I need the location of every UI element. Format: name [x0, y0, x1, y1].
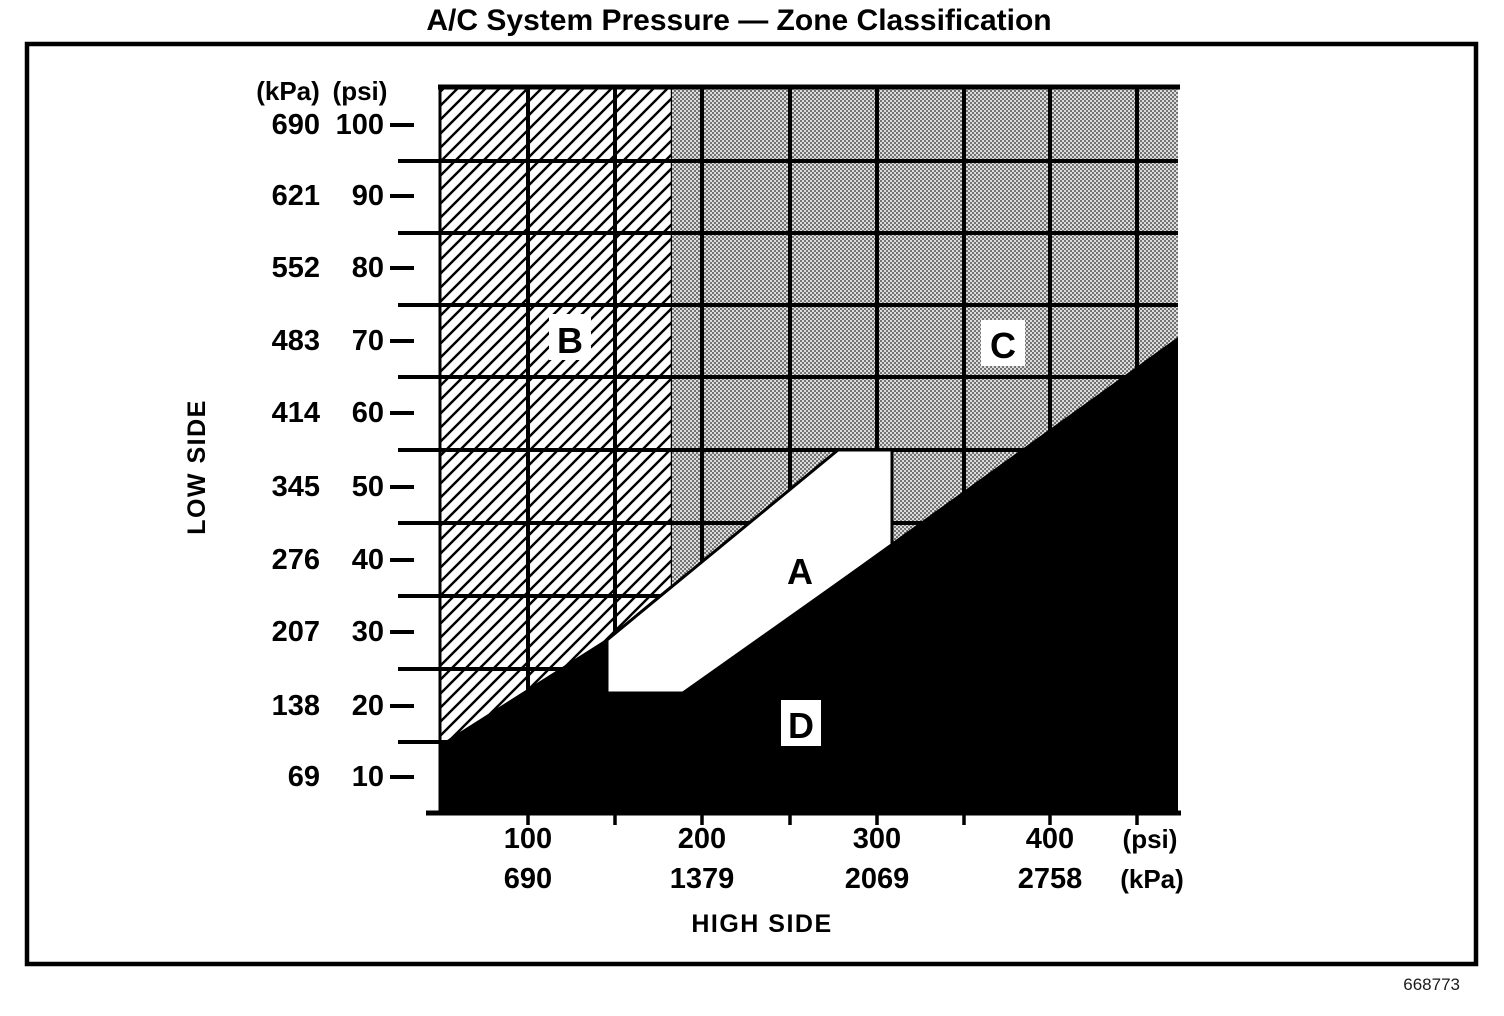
- x-tick-psi: 200: [678, 823, 726, 855]
- x-tick-psi: 300: [853, 823, 901, 855]
- y-tick-kpa: 207: [272, 616, 320, 648]
- x-tick-kpa: 1379: [670, 863, 735, 895]
- zone-c-label: C: [990, 325, 1016, 366]
- y-tick-kpa: 552: [272, 252, 320, 284]
- y-tick-kpa: 414: [272, 397, 320, 429]
- x-axis-title: HIGH SIDE: [691, 910, 832, 938]
- x-tick-psi: 400: [1026, 823, 1074, 855]
- zone-d-region: [440, 337, 1178, 812]
- chart-title: A/C System Pressure — Zone Classificatio…: [426, 4, 1051, 37]
- zone-b-label-box: [549, 314, 591, 360]
- y-unit-kpa: (kPa): [256, 76, 320, 106]
- zone-c-label-box: [981, 320, 1025, 366]
- x-unit-psi: (psi): [1123, 824, 1178, 854]
- y-tick-psi: 60: [352, 397, 384, 429]
- figure-number: 668773: [1403, 975, 1460, 994]
- y-tick-kpa: 483: [272, 325, 320, 357]
- y-axis-labels: 690 100 621 90 552 80 483 70 414 60 345 …: [272, 109, 384, 793]
- x-tick-kpa: 2758: [1018, 863, 1083, 895]
- y-tick-psi: 40: [352, 544, 384, 576]
- x-tick-psi: 100: [504, 823, 552, 855]
- x-tick-kpa: 690: [504, 863, 552, 895]
- y-tick-psi: 70: [352, 325, 384, 357]
- y-tick-psi: 10: [352, 761, 384, 793]
- y-axis-title: LOW SIDE: [183, 399, 211, 535]
- zone-d-label-box: [781, 700, 821, 746]
- y-tick-psi: 50: [352, 471, 384, 503]
- y-tick-kpa: 621: [272, 180, 320, 212]
- y-tick-kpa: 138: [272, 690, 320, 722]
- y-tick-psi: 100: [336, 109, 384, 141]
- y-tick-psi: 90: [352, 180, 384, 212]
- y-tick-psi: 20: [352, 690, 384, 722]
- zone-a-label: A: [787, 551, 813, 592]
- x-tick-kpa: 2069: [845, 863, 910, 895]
- y-tick-psi: 80: [352, 252, 384, 284]
- x-axis-kpa-labels: 690 1379 2069 2758 (kPa): [504, 863, 1184, 895]
- zone-d-label: D: [788, 705, 814, 746]
- y-tick-psi: 30: [352, 616, 384, 648]
- x-axis-ticks: [526, 813, 1139, 825]
- y-tick-kpa: 276: [272, 544, 320, 576]
- y-tick-kpa: 345: [272, 471, 320, 503]
- zone-b-label: B: [557, 320, 583, 361]
- y-tick-kpa: 690: [272, 109, 320, 141]
- x-axis-psi-labels: 100 200 300 400 (psi): [504, 823, 1178, 855]
- x-unit-kpa: (kPa): [1120, 864, 1184, 894]
- y-tick-kpa: 69: [288, 761, 320, 793]
- y-axis-ticks: [390, 123, 414, 779]
- y-unit-psi: (psi): [333, 76, 388, 106]
